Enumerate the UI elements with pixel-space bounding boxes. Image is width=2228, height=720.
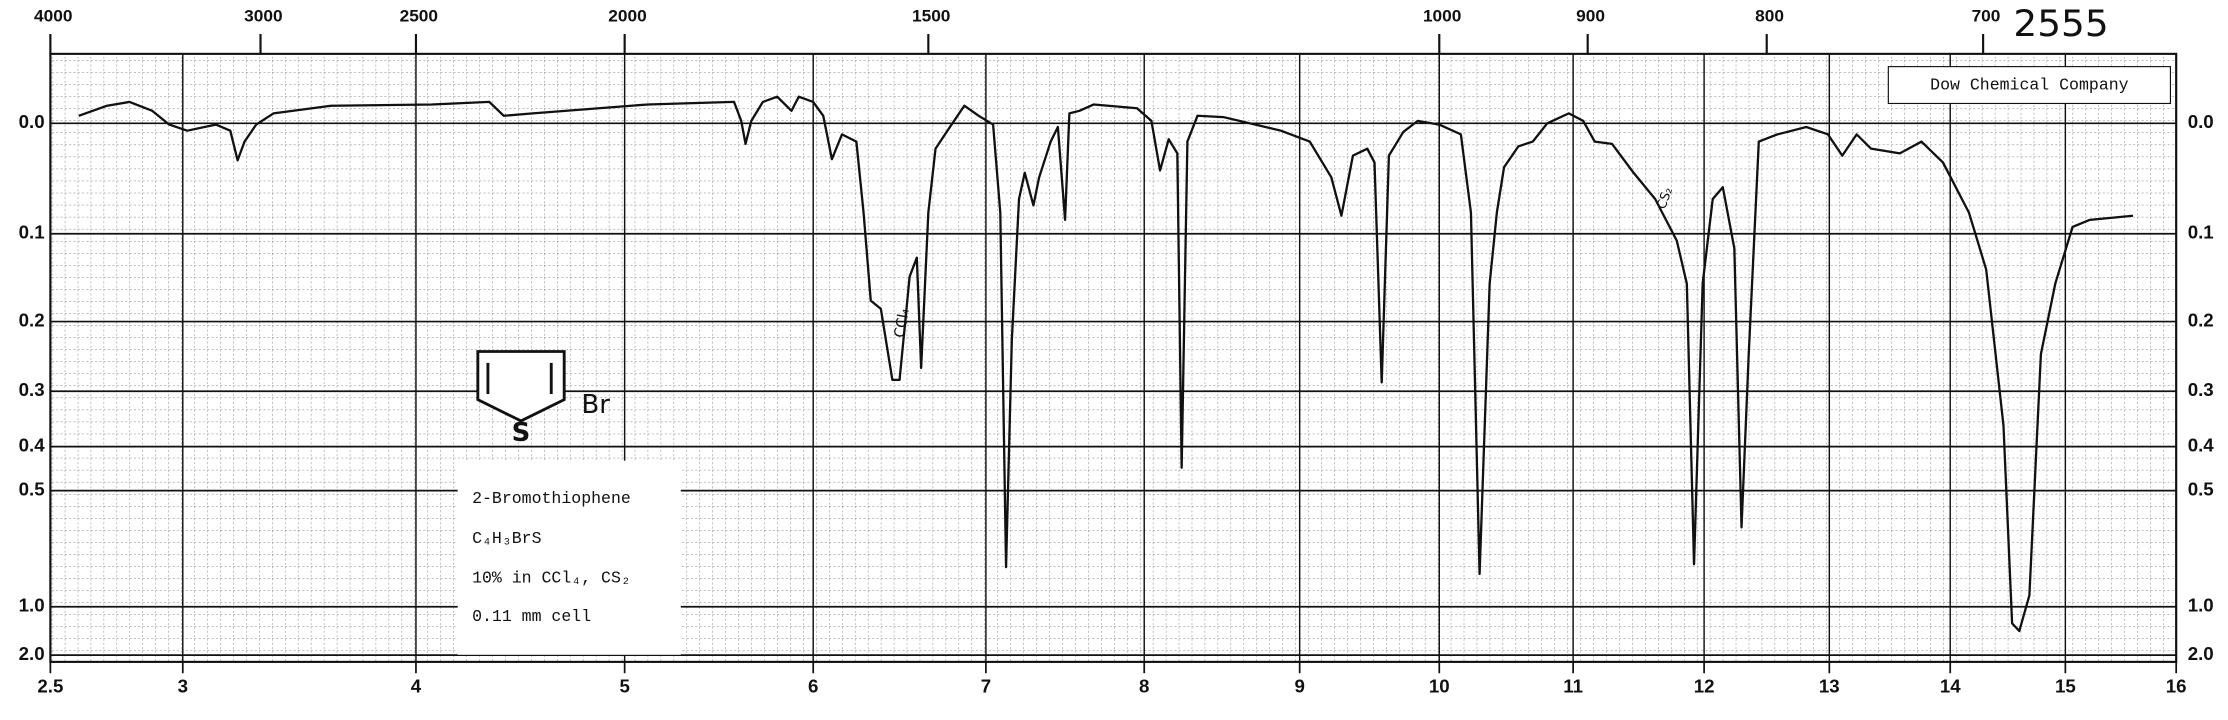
ring bbox=[476, 350, 566, 423]
y-tick-label: 2.0 bbox=[19, 643, 45, 664]
y-tick-label: 0.2 bbox=[19, 310, 45, 331]
x-tick-label: 4 bbox=[411, 675, 422, 696]
top-tick-label: 900 bbox=[1576, 6, 1605, 26]
cell: 0.11 mm cell bbox=[472, 607, 591, 626]
structure-label: S bbox=[512, 418, 531, 448]
annotation: CS₂ bbox=[1654, 185, 1676, 211]
y-tick-label: 0.0 bbox=[19, 111, 45, 132]
top-tick-label: 2000 bbox=[608, 6, 646, 26]
x-tick-label: 8 bbox=[1139, 675, 1149, 696]
y2-tick-label: 1.0 bbox=[2188, 595, 2214, 616]
y2-tick-label: 0.5 bbox=[2188, 479, 2214, 500]
legend-box bbox=[457, 460, 681, 655]
y2-tick-label: 0.1 bbox=[2188, 222, 2214, 243]
x-tick-label: 13 bbox=[1819, 675, 1840, 696]
top-tick-label: 700 bbox=[1972, 6, 2001, 26]
top-tick-label: 3000 bbox=[244, 6, 282, 26]
y2-tick-label: 2.0 bbox=[2188, 643, 2214, 664]
formula: C₄H₃BrS bbox=[472, 529, 542, 548]
x-tick-label: 15 bbox=[2055, 675, 2076, 696]
y2-tick-label: 0.4 bbox=[2188, 435, 2215, 456]
y-tick-label: 0.3 bbox=[19, 379, 45, 400]
y-tick-label: 0.5 bbox=[19, 479, 45, 500]
y-tick-label: 1.0 bbox=[19, 595, 45, 616]
company: Dow Chemical Company bbox=[1930, 75, 2129, 94]
graph-paper bbox=[50, 53, 2177, 662]
y2-tick-label: 0.3 bbox=[2188, 379, 2214, 400]
x-tick-label: 10 bbox=[1429, 675, 1450, 696]
chart-id: 2555 bbox=[2013, 2, 2108, 45]
compound: 2-Bromothiophene bbox=[472, 489, 631, 508]
structure: S Br bbox=[476, 350, 610, 448]
x-tick-label: 6 bbox=[808, 675, 818, 696]
x-tick-label: 5 bbox=[619, 675, 629, 696]
x-tick-label: 16 bbox=[2166, 675, 2187, 696]
top-tick-label: 1000 bbox=[1423, 6, 1461, 26]
top-tick-label: 2500 bbox=[400, 6, 438, 26]
y-tick-label: 0.1 bbox=[19, 222, 45, 243]
ticks: 2.5 3 4 5 6 7 8 9 10 11 12 13 14 15 16 4000 3000 2500 2000… bbox=[19, 6, 2215, 697]
annotation: CCl₄ bbox=[892, 307, 913, 339]
double-bond bbox=[486, 362, 553, 395]
x-tick-label: 7 bbox=[981, 675, 991, 696]
y-tick-label: 0.4 bbox=[19, 435, 46, 456]
top-tick-label: 1500 bbox=[912, 6, 950, 26]
company-box bbox=[1887, 66, 2172, 105]
top-tick-label: 800 bbox=[1755, 6, 1784, 26]
x-tick-label: 14 bbox=[1940, 675, 1961, 696]
x-tick-label: 3 bbox=[178, 675, 188, 696]
structure-label: Br bbox=[581, 390, 610, 420]
x-tick-label: 12 bbox=[1694, 675, 1715, 696]
x-tick-label: 2.5 bbox=[37, 675, 63, 696]
y2-tick-label: 0.2 bbox=[2188, 310, 2214, 331]
y2-tick-label: 0.0 bbox=[2188, 111, 2214, 132]
spectrum bbox=[78, 95, 2134, 633]
top-tick-label: 4000 bbox=[34, 6, 72, 26]
x-tick-label: 9 bbox=[1294, 675, 1304, 696]
solution: 10% in CCl₄, CS₂ bbox=[472, 569, 631, 588]
x-tick-label: 11 bbox=[1563, 675, 1583, 696]
